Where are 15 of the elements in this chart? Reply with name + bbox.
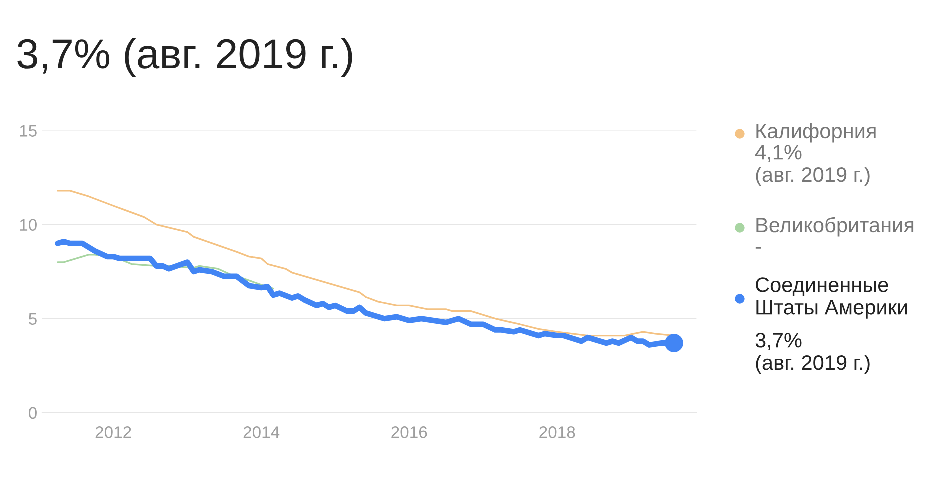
x-tick-label: 2018 [540, 426, 576, 438]
legend-label: Великобритания [756, 217, 914, 237]
legend-label: Калифорния [756, 123, 876, 143]
y-tick-label: 5 [29, 313, 37, 326]
x-tick-label: 2012 [96, 426, 132, 438]
y-tick-label: 0 [29, 407, 37, 420]
text: - [756, 247, 762, 249]
x-tick-label: 2016 [392, 426, 428, 438]
legend-label: Соединенные Штаты Америки [756, 278, 908, 319]
chart-title: 3,7% (авг. 2019 г.) [18, 38, 352, 78]
text: 4,1% (авг. 2019 г.) [755, 145, 870, 186]
y-tick-label: 10 [20, 219, 37, 232]
x-tick-label: 2014 [244, 426, 280, 438]
text: 3,7% (авг. 2019 г.) [756, 333, 870, 374]
y-tick-label: 15 [20, 125, 37, 137]
